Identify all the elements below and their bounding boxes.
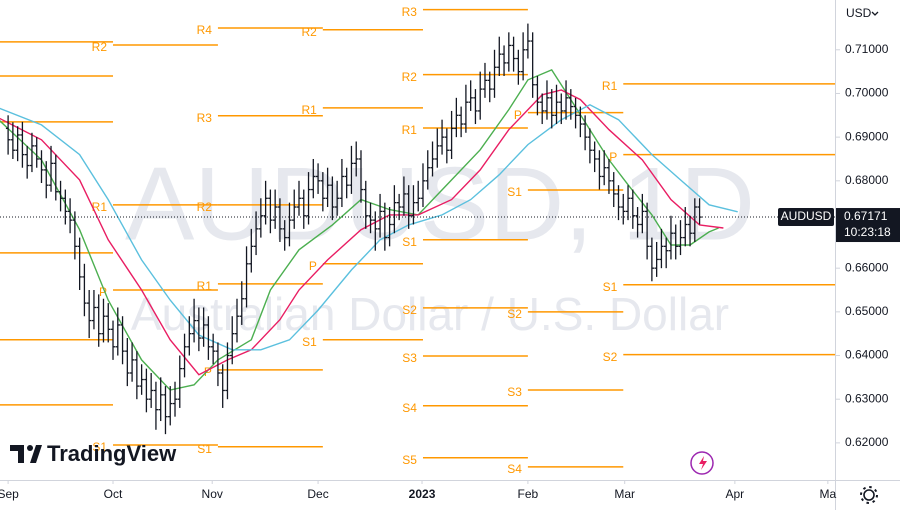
gear-ring [863, 489, 875, 501]
plot-area: AUDUSD, 1D Australian Dollar / U.S. Doll… [0, 5, 835, 476]
pivot-label: R1 [197, 279, 213, 293]
pivot-label: R1 [301, 103, 317, 117]
gear-teeth [860, 486, 878, 504]
y-tick-label: 0.62000 [845, 435, 889, 449]
news-bolt [699, 456, 707, 470]
pivot-label: R2 [402, 70, 418, 84]
pivot-label: S4 [507, 462, 522, 476]
pivot-label: S1 [92, 440, 107, 454]
pivot-label: P [514, 108, 522, 122]
symbol-badge [778, 208, 834, 227]
pivot-label: S3 [507, 385, 522, 399]
pivot-label: R2 [197, 200, 213, 214]
tradingview-logo: TradingView [10, 441, 177, 466]
pivot-label: P [309, 259, 317, 273]
news-icon[interactable] [690, 451, 714, 475]
pivot-label: R3 [197, 111, 213, 125]
x-tick-label: Dec [307, 487, 328, 501]
pivot-label: R1 [602, 79, 618, 93]
pivot-label: P [204, 365, 212, 379]
x-tick-label: Mar [614, 487, 635, 501]
symbol-label: AUDUSD [781, 209, 832, 223]
x-tick-label: Sep [0, 487, 19, 501]
x-tick-label: Oct [104, 487, 123, 501]
pivot-label: S4 [402, 401, 417, 415]
pivot-label: S2 [507, 307, 522, 321]
pivot-label: P [99, 285, 107, 299]
y-tick-label: 0.71000 [845, 42, 889, 56]
pivot-label: S1 [302, 335, 317, 349]
y-tick-label: 0.63000 [845, 391, 889, 405]
series-layer: R2 R1 P S1 R4 R3 R2 R1 P S1 R2 R1 P S1 R3 R2 R1 S1 S2 S3 S4 S… [0, 5, 835, 476]
currency[interactable]: USD [846, 6, 872, 20]
watermark-subtitle: Australian Dollar / U.S. Dollar [131, 288, 729, 340]
pivot-label: S3 [402, 351, 417, 365]
y-tick-label: 0.68000 [845, 173, 889, 187]
pivot-label: S1 [603, 280, 618, 294]
y-tick-label: 0.70000 [845, 86, 889, 100]
y-tick-label: 0.66000 [845, 260, 889, 274]
y-tick-label: 0.69000 [845, 129, 889, 143]
pivot-label: S1 [197, 442, 212, 456]
currency-chevron[interactable] [871, 11, 879, 16]
pivot-label: R3 [402, 5, 418, 19]
logo-mark [30, 445, 42, 463]
pivot-label: R2 [92, 40, 108, 54]
pivot-label: R1 [402, 123, 418, 137]
pivot-label: R2 [301, 25, 317, 39]
x-tick-label: 2023 [409, 487, 436, 501]
brand: TradingView [47, 441, 177, 466]
pivot-label: R4 [197, 23, 213, 37]
y-tick-label: 0.65000 [845, 304, 889, 318]
moving-average [0, 104, 738, 351]
last-price-label: 0.67171 [844, 209, 888, 223]
pivot-label: S1 [507, 185, 522, 199]
logo-mark [10, 445, 24, 463]
countdown-label: 10:23:18 [844, 225, 891, 239]
settings-gear[interactable] [860, 486, 878, 504]
x-tick-label: Nov [202, 487, 223, 501]
pivot-label: S1 [402, 235, 417, 249]
price-badge [836, 208, 900, 243]
x-tick-label: Ma [820, 487, 837, 501]
pivot-label: S2 [402, 303, 417, 317]
y-tick-label: 0.64000 [845, 348, 889, 362]
logo-dot [27, 445, 33, 451]
pivot-label: P [609, 150, 617, 164]
pivot-label: S5 [402, 453, 417, 467]
pivot-label: S2 [603, 350, 618, 364]
x-tick-label: Apr [726, 487, 745, 501]
pivot-label: R1 [92, 200, 108, 214]
x-tick-label: Feb [518, 487, 539, 501]
